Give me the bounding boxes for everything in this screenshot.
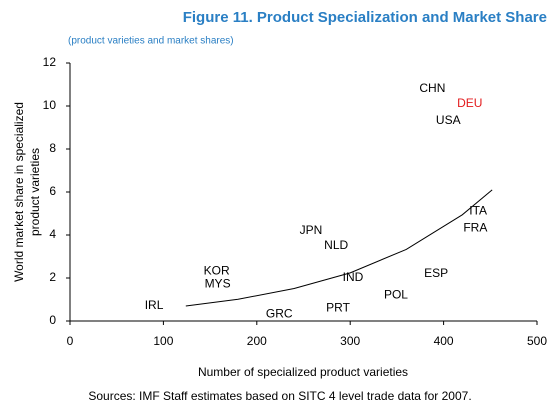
y-tick-label: 2: [49, 270, 56, 284]
y-tick-label: 6: [49, 184, 56, 198]
point-label: GRC: [266, 307, 293, 321]
y-tick-label: 4: [49, 227, 56, 241]
y-tick-label: 0: [49, 313, 56, 327]
x-tick-label: 100: [153, 334, 173, 348]
point-label: NLD: [324, 238, 348, 252]
point-label: IND: [343, 270, 364, 284]
x-tick-label: 0: [67, 334, 74, 348]
point-label: POL: [384, 287, 408, 301]
point-label: JPN: [300, 223, 323, 237]
chart-subtitle: (product varieties and market shares): [68, 36, 234, 47]
point-label: KOR: [204, 264, 230, 278]
x-tick-label: 300: [340, 334, 360, 348]
y-axis-label: product varieties: [28, 148, 42, 236]
chart-title: Figure 11. Product Specialization and Ma…: [183, 9, 547, 26]
y-tick-label: 12: [43, 55, 57, 69]
point-label: USA: [436, 113, 461, 127]
x-axis-label: Number of specialized product varieties: [198, 365, 408, 379]
point-label: PRT: [326, 300, 350, 314]
point-label: DEU: [457, 96, 482, 110]
y-axis-label: World market share in specialized: [12, 102, 26, 282]
y-tick-label: 8: [49, 141, 56, 155]
point-label: CHN: [419, 81, 445, 95]
y-tick-label: 10: [43, 98, 57, 112]
trend-line: [185, 189, 493, 307]
source-note: Sources: IMF Staff estimates based on SI…: [88, 389, 471, 403]
point-label: ITA: [469, 204, 487, 218]
x-tick-label: 200: [247, 334, 267, 348]
point-label: ESP: [424, 266, 448, 280]
point-label: IRL: [145, 298, 164, 312]
x-tick-label: 500: [527, 334, 547, 348]
point-label: MYS: [205, 277, 231, 291]
point-label: FRA: [463, 221, 487, 235]
x-tick-label: 400: [434, 334, 454, 348]
